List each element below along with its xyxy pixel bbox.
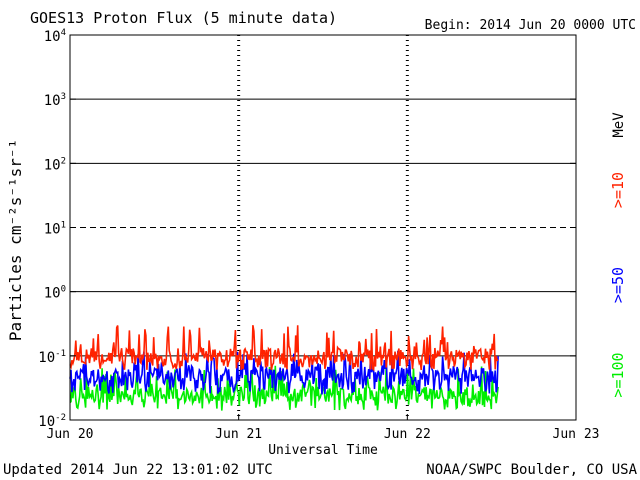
legend-entry: >=50 [609,267,627,303]
y-tick-label: 101 [44,221,66,238]
y-tick-label: 10-1 [38,349,66,366]
y-tick-label: 102 [44,156,66,173]
updated-label: Updated 2014 Jun 22 13:01:02 UTC [3,462,273,478]
legend-entry: >=100 [609,352,627,397]
x-tick-labels: Jun 20 Jun 21 Jun 22 Jun 23 [47,414,600,442]
x-tick-label: Jun 20 [47,427,94,442]
chart-title: GOES13 Proton Flux (5 minute data) [30,9,337,27]
series-layer [69,325,499,411]
y-tick-label: 10-2 [38,413,66,430]
y-axis-label: Particles cm⁻²s⁻¹sr⁻¹ [6,139,25,341]
credit-label: NOAA/SWPC Boulder, CO USA [426,462,637,478]
x-axis-label: Universal Time [268,443,378,458]
series-line [69,325,499,372]
y-tick-labels: 10-2 10-1 100 101 102 103 104 [38,28,576,430]
unit-label: MeV [611,112,627,138]
legend-entry: >=10 [609,172,627,208]
y-tick-label: 104 [44,28,66,45]
x-tick-label: Jun 22 [384,427,431,442]
y-tick-label: 103 [44,92,66,109]
series-line [69,350,499,395]
x-tick-label: Jun 23 [553,427,600,442]
series-line [69,365,499,411]
y-tick-label: 100 [44,285,66,302]
begin-label: Begin: 2014 Jun 20 0000 UTC [425,18,636,33]
legend: >=10 >=50 >=100 [609,172,627,398]
x-tick-label: Jun 21 [215,427,262,442]
